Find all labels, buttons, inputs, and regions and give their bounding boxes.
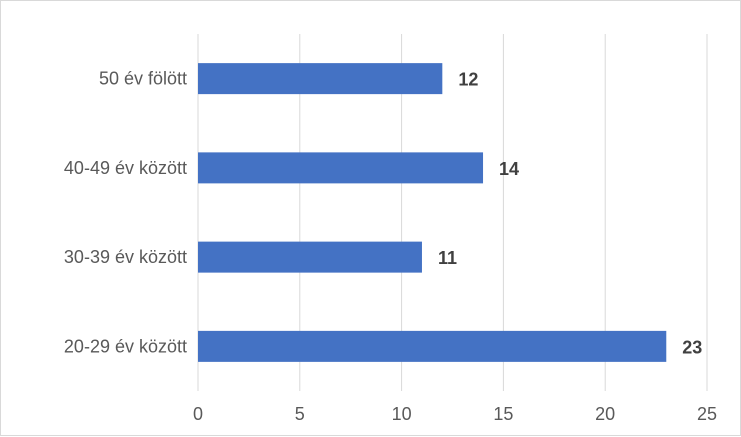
x-tick-label: 5 xyxy=(295,404,305,424)
data-label: 14 xyxy=(499,159,519,179)
x-tick-label: 15 xyxy=(493,404,513,424)
data-label: 11 xyxy=(438,248,457,268)
bar xyxy=(198,330,667,362)
x-axis-ticks: 0 5 10 15 20 25 xyxy=(193,404,717,424)
x-tick-label: 25 xyxy=(697,404,717,424)
category-labels: 20-29 év között 30-39 év között 40-49 év k… xyxy=(64,69,187,357)
x-tick-label: 20 xyxy=(595,404,615,424)
bar xyxy=(198,63,443,95)
bar xyxy=(198,241,422,273)
category-label: 30-39 év között xyxy=(64,247,187,267)
category-label: 50 év fölött xyxy=(99,69,187,89)
category-label: 20-29 év között xyxy=(64,336,187,356)
data-label: 12 xyxy=(458,70,478,90)
bars xyxy=(198,63,667,362)
data-labels: 23 11 14 12 xyxy=(438,70,702,358)
bar xyxy=(198,152,484,184)
category-label: 40-49 év között xyxy=(64,158,187,178)
data-label: 23 xyxy=(682,337,702,357)
x-tick-label: 10 xyxy=(392,404,412,424)
x-tick-label: 0 xyxy=(193,404,203,424)
